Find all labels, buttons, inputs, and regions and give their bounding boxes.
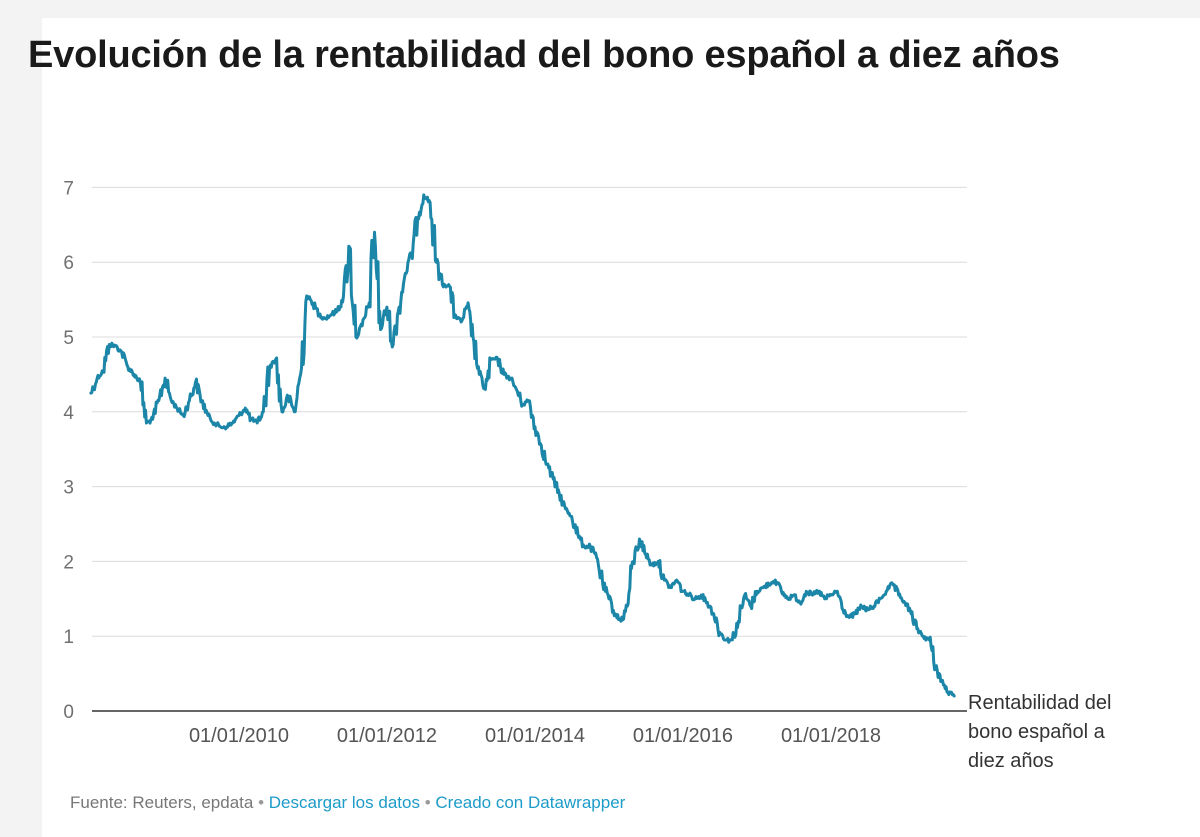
x-tick-label: 01/01/2014 [485,725,585,747]
x-axis-ticks: 01/01/2010 01/01/2012 01/01/2014 01/01/2016… [189,725,881,747]
footer: Fuente: Reuters, epdata • Descargar los … [70,793,625,813]
y-tick-label: 7 [63,178,74,199]
y-tick-label: 3 [63,478,74,499]
chart-card [42,18,1200,837]
footer-separator: • [258,793,265,812]
datawrapper-link[interactable]: Creado con Datawrapper [435,793,626,812]
x-tick-label: 01/01/2010 [189,725,289,747]
y-tick-label: 0 [63,702,74,723]
y-tick-label: 2 [63,552,74,573]
chart-title: Evolución de la rentabilidad del bono es… [28,34,1060,76]
x-tick-label: 01/01/2012 [337,725,437,747]
series-label-line: Rentabilidad del [968,692,1111,714]
footer-separator: • [424,793,431,812]
series-line [89,193,956,698]
x-tick-label: 01/01/2016 [633,725,733,747]
series-layer [89,193,956,698]
x-tick-label: 01/01/2018 [781,725,881,747]
y-tick-label: 6 [63,253,74,274]
series-label: Rentabilidad del bono español a diez años [968,692,1111,772]
download-data-link[interactable]: Descargar los datos [268,793,420,812]
y-axis-ticks: 0 1 2 3 4 5 6 7 [63,178,74,723]
y-tick-label: 5 [63,328,74,349]
series-label-line: bono español a [968,721,1106,743]
series-label-line: diez años [968,750,1054,772]
source-text: Fuente: Reuters, epdata [70,793,254,812]
y-tick-label: 1 [63,627,74,648]
gridlines [92,186,967,712]
y-tick-label: 4 [63,403,74,424]
